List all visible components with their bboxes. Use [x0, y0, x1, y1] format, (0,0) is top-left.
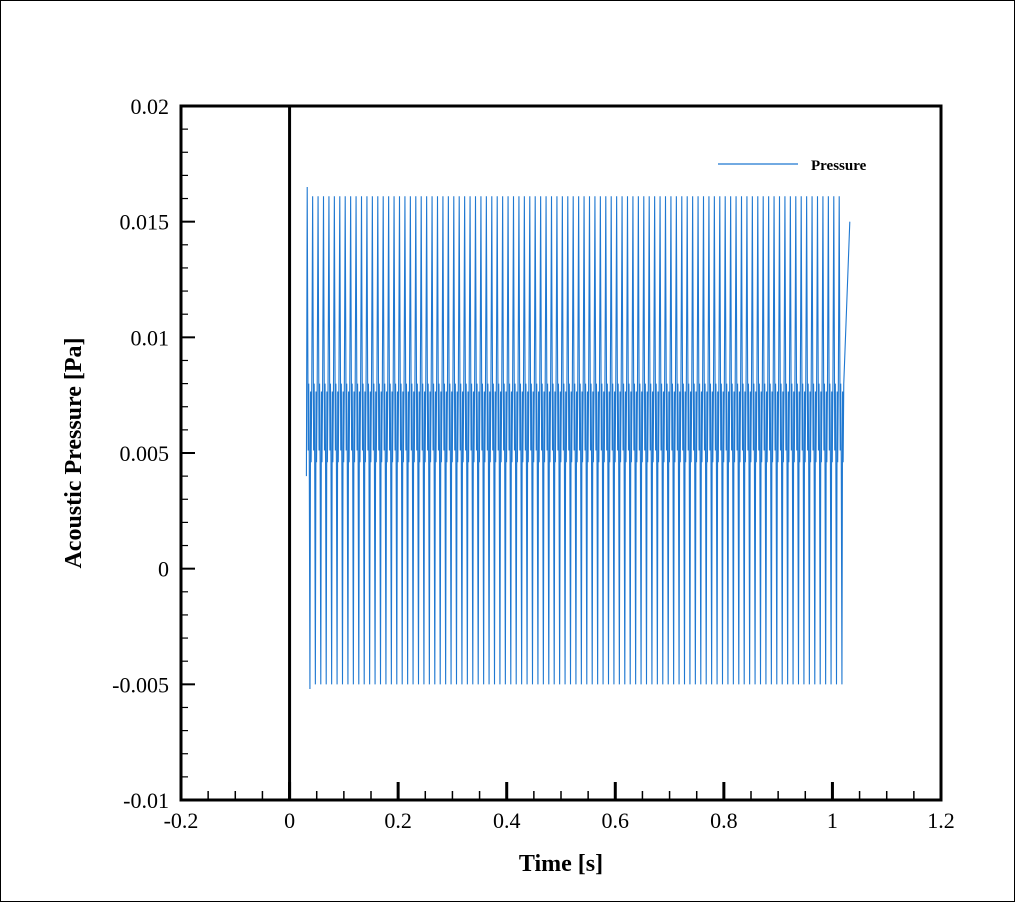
series-layer [305, 186, 851, 689]
x-tick-label: 0.2 [384, 808, 412, 833]
y-tick-label: -0.005 [112, 672, 169, 697]
x-tick-label: 1 [827, 808, 838, 833]
ticks-layer [179, 105, 943, 801]
y-tick-label: 0.005 [120, 441, 170, 466]
tick-labels-layer: -0.2 0 0.2 0.4 0.6 0.8 1 1.2 0.02 0.015 0.01 0.005 0… [112, 94, 955, 833]
y-tick-label: 0.01 [131, 325, 170, 350]
y-tick-label: 0 [158, 557, 169, 582]
y-tick-label: 0.02 [131, 94, 170, 119]
x-tick-label: -0.2 [164, 808, 199, 833]
x-tick-label: 0.8 [710, 808, 738, 833]
x-tick-label: 1.2 [927, 808, 955, 833]
legend: Pressure [718, 158, 867, 174]
y-axis-title: Acoustic Pressure [Pa] [61, 337, 87, 568]
y-tick-label: -0.01 [123, 788, 169, 813]
series-line-pressure [305, 186, 851, 689]
x-tick-label: 0.6 [602, 808, 630, 833]
x-axis-title: Time [s] [519, 851, 603, 877]
x-tick-label: 0 [284, 808, 295, 833]
legend-label-pressure: Pressure [811, 158, 867, 174]
y-tick-label: 0.015 [120, 210, 170, 235]
x-tick-label: 0.4 [493, 808, 521, 833]
